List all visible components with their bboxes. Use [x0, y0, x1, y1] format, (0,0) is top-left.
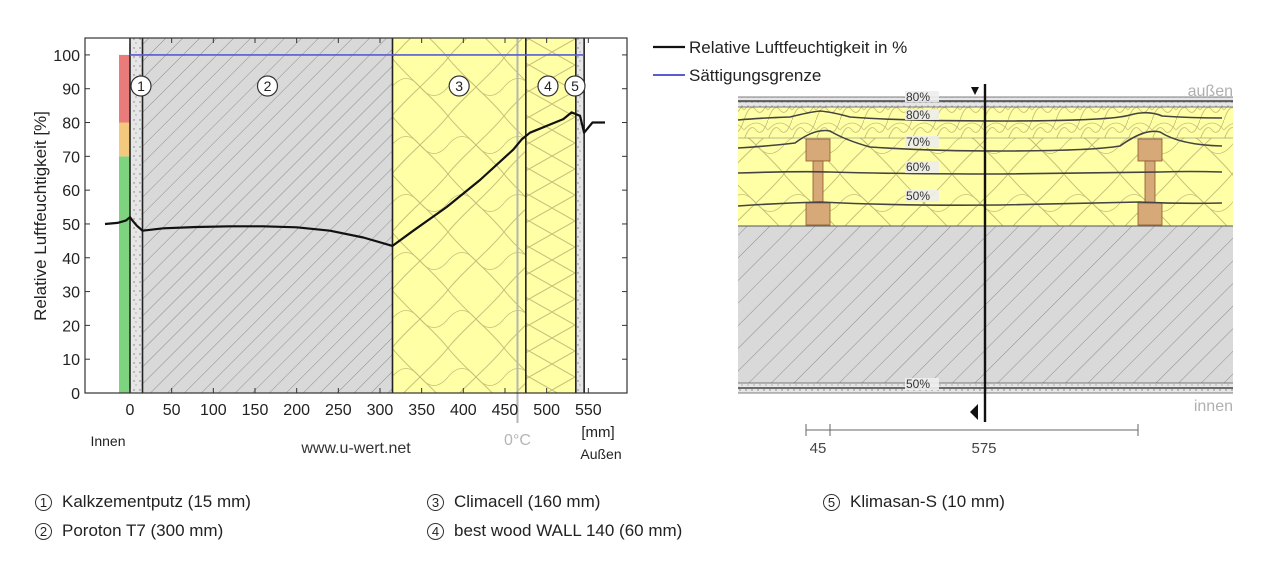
dewpoint-label: 0°C — [504, 432, 531, 449]
y-tick-label: 40 — [62, 251, 80, 268]
y-tick-label: 30 — [62, 285, 80, 302]
layer-number-icon: 3 — [427, 493, 444, 511]
layer-band — [525, 38, 576, 393]
x-axis-ticks: 0 50 100 150 200 250 300 350 400 450 500 550 — [126, 38, 602, 419]
layer-legend-label: Kalkzementputz (15 mm) — [62, 492, 251, 511]
layer-number-label: 4 — [544, 78, 552, 94]
x-tick-label: 300 — [367, 402, 394, 419]
layer-number-icon: 5 — [823, 493, 840, 511]
humidity-bands — [119, 54, 130, 393]
x-tick-label: 50 — [163, 402, 181, 419]
dimension-line — [805, 424, 1139, 436]
x-tick-label: 100 — [200, 402, 227, 419]
cut-arrow-top-icon — [971, 87, 979, 95]
y-tick-label: 20 — [62, 318, 80, 335]
layer-number-markers: 1 2 3 4 5 — [130, 75, 586, 97]
layer-band — [575, 38, 585, 393]
wall-section-view: 80% 80% 70% 60% 50% 50% außen innen 45 5… — [737, 83, 1233, 457]
dewpoint-marker: 0°C — [504, 38, 531, 449]
section-inside-label: innen — [1194, 398, 1233, 415]
legend-label-humidity: Relative Luftfeuchtigkeit in % — [689, 38, 907, 57]
layer-number-icon — [256, 75, 279, 97]
legend-label-saturation: Sättigungsgrenze — [689, 66, 821, 85]
series-line — [104, 111, 605, 247]
layer-legend-item: 1 Kalkzementputz (15 mm) — [35, 492, 251, 512]
x-tick-label: 400 — [450, 402, 477, 419]
y-tick-label: 80 — [62, 116, 80, 133]
layer-legend-label: Climacell (160 mm) — [454, 492, 601, 511]
humidity-band — [119, 156, 130, 393]
layer-band — [130, 38, 143, 393]
x-tick-label: 200 — [283, 402, 310, 419]
layer-legend-label: best wood WALL 140 (60 mm) — [454, 521, 683, 540]
layer-number-label: 5 — [571, 78, 579, 94]
contour-label: 80% — [906, 108, 930, 122]
layer-number-icon — [564, 75, 586, 97]
layer-number-icon: 4 — [427, 522, 444, 540]
chart-legend: Relative Luftfeuchtigkeit in % Sättigung… — [653, 38, 907, 85]
x-tick-label: 0 — [126, 402, 135, 419]
x-tick-label: 550 — [575, 402, 602, 419]
dimension-label-575: 575 — [971, 440, 996, 457]
x-tick-label: 450 — [492, 402, 519, 419]
layer-number-icon — [130, 75, 152, 97]
plot-frame — [84, 37, 628, 394]
y-tick-label: 10 — [62, 352, 80, 369]
y-tick-label: 100 — [53, 48, 80, 65]
layer-legend-label: Klimasan-S (10 mm) — [850, 492, 1005, 511]
y-tick-label: 90 — [62, 82, 80, 99]
contour-label: 80% — [906, 90, 930, 104]
layer-number-icon — [537, 75, 559, 97]
outside-label: Außen — [580, 446, 621, 462]
x-tick-label: 250 — [325, 402, 352, 419]
contour-label-boxes — [905, 91, 939, 390]
layer-legend-item: 3 Climacell (160 mm) — [427, 492, 600, 512]
layer-legend-item: 2 Poroton T7 (300 mm) — [35, 521, 223, 541]
x-tick-label: 500 — [533, 402, 560, 419]
y-tick-label: 50 — [62, 217, 80, 234]
wall-layers — [129, 38, 585, 393]
contour-label: 50% — [906, 189, 930, 203]
contour-label: 50% — [906, 377, 930, 391]
layer-number-label: 1 — [137, 78, 145, 94]
contour-label: 70% — [906, 135, 930, 149]
y-tick-label: 0 — [71, 386, 80, 403]
chart-series — [104, 54, 605, 247]
y-tick-label: 70 — [62, 149, 80, 166]
layer-number-icon: 1 — [35, 493, 52, 511]
dimension-label-45: 45 — [810, 440, 827, 457]
x-tick-label: 350 — [408, 402, 435, 419]
cut-arrow-bottom-icon — [970, 404, 978, 420]
layer-number-label: 2 — [264, 78, 272, 94]
layer-number-icon — [448, 75, 470, 97]
layer-legend: 1 Kalkzementputz (15 mm) 2 Poroton T7 (3… — [0, 480, 1280, 560]
layer-band — [392, 38, 526, 393]
inside-label: Innen — [90, 433, 125, 449]
y-tick-label: 60 — [62, 183, 80, 200]
section-outside-label: außen — [1188, 83, 1233, 100]
layer-number-label: 3 — [455, 78, 463, 94]
layer-legend-item: 4 best wood WALL 140 (60 mm) — [427, 521, 682, 541]
x-axis-unit: [mm] — [581, 424, 614, 441]
contour-labels: 80% 80% 70% 60% 50% 50% — [906, 90, 930, 391]
y-axis-title: Relative Luftfeuchtigkeit [%] — [31, 111, 50, 321]
y-axis-ticks: 0 10 20 30 40 50 60 70 80 90 100 — [53, 48, 627, 403]
contour-label: 60% — [906, 160, 930, 174]
layer-number-icon: 2 — [35, 522, 52, 540]
website-label: www.u-wert.net — [300, 440, 411, 457]
humidity-band — [119, 122, 130, 157]
x-tick-label: 150 — [242, 402, 269, 419]
humidity-band — [119, 54, 130, 123]
layer-legend-item: 5 Klimasan-S (10 mm) — [823, 492, 1005, 512]
layer-legend-label: Poroton T7 (300 mm) — [62, 521, 224, 540]
layer-band — [142, 38, 393, 393]
